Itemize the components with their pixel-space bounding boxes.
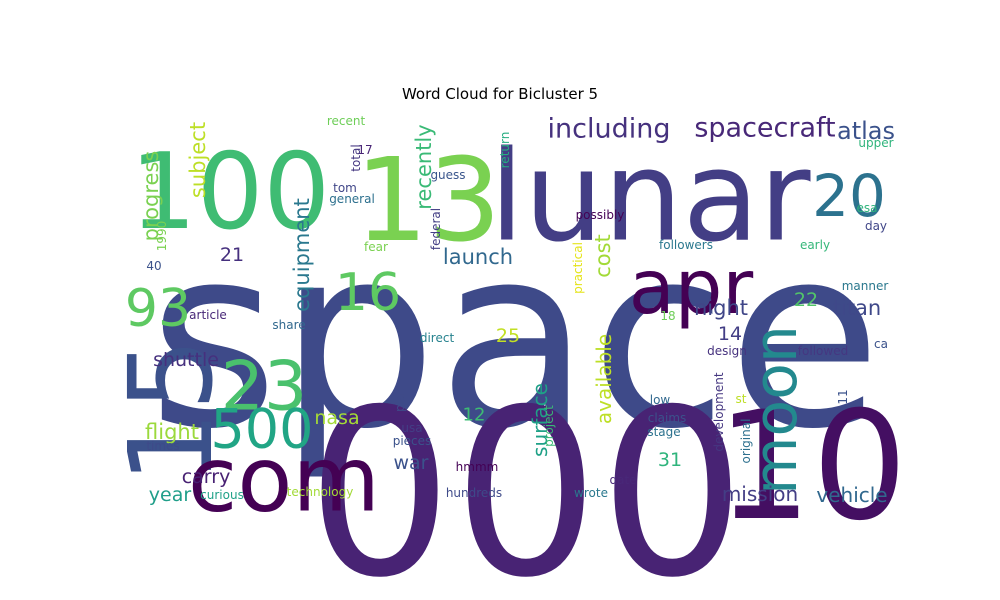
word-14: 14 <box>718 323 742 345</box>
word-surface: surface <box>528 383 552 457</box>
word-launch: launch <box>443 245 513 269</box>
word-tom: tom <box>333 181 357 195</box>
word-federal: federal <box>429 208 443 250</box>
word-technology: technology <box>287 485 354 499</box>
word-23: 23 <box>221 348 308 427</box>
word-hmmm: hmmm <box>456 460 499 474</box>
word-000: 000 <box>307 362 746 600</box>
word-fear: fear <box>364 240 388 254</box>
word-1990: 1990 <box>155 221 169 252</box>
word-spacecraft: spacecraft <box>694 113 835 144</box>
word-17: 17 <box>357 143 372 157</box>
word-st: st <box>736 392 747 406</box>
word-moon: moon <box>741 325 811 495</box>
word-times: times <box>146 439 179 453</box>
word-upper: upper <box>858 136 893 150</box>
word-esa: esa <box>857 201 878 215</box>
word-equipment: equipment <box>290 198 314 312</box>
word-20: 20 <box>812 162 886 230</box>
word-stage: stage <box>647 425 680 439</box>
word-development: development <box>712 372 726 451</box>
word-vehicle: vehicle <box>816 483 887 507</box>
word-manner: manner <box>842 279 889 293</box>
word-recent: recent <box>327 114 366 128</box>
chart-title: Word Cloud for Bicluster 5 <box>401 85 599 103</box>
word-subject: subject <box>186 122 210 198</box>
word-500: 500 <box>210 398 313 461</box>
word-return: return <box>498 132 512 169</box>
word-10: 10 <box>717 380 908 554</box>
word-plan: plan <box>393 386 407 412</box>
word-shuttle: shuttle <box>153 349 219 371</box>
word-15: 15 <box>105 338 239 484</box>
word-date: date <box>609 473 636 487</box>
word-day: day <box>865 219 887 233</box>
word-flight: flight <box>145 420 199 444</box>
word-claims: claims <box>648 411 687 425</box>
word-nasa: nasa <box>314 407 359 429</box>
word-wrote: wrote <box>574 486 608 500</box>
word-93: 93 <box>125 279 191 339</box>
word-practical: practical <box>571 242 585 294</box>
word-apr: apr <box>629 243 754 331</box>
word-possibly: possibly <box>576 208 625 222</box>
word-carry: carry <box>182 466 231 488</box>
word-16: 16 <box>335 263 401 323</box>
word-project: project <box>542 405 556 447</box>
word-12: 12 <box>463 405 486 426</box>
word-followed: followed <box>798 344 848 358</box>
word-usa: usa <box>401 421 422 435</box>
word-atlas: atlas <box>837 117 895 145</box>
word-com: com <box>188 428 380 533</box>
word-early: early <box>800 238 830 252</box>
word-low: low <box>650 393 671 407</box>
word-original: original <box>739 419 753 464</box>
word-including: including <box>548 114 671 145</box>
word-recently: recently <box>412 124 436 209</box>
word-13: 13 <box>355 134 501 268</box>
word-night: night <box>694 296 748 320</box>
word-100: 100 <box>130 131 330 253</box>
word-year: year <box>149 484 192 506</box>
word-guess: guess <box>430 168 465 182</box>
word-25: 25 <box>496 325 520 347</box>
word-direct: direct <box>420 331 455 345</box>
word-followers: followers <box>659 238 713 252</box>
word-11: 11 <box>836 389 850 404</box>
word-general: general <box>329 192 375 206</box>
word-21: 21 <box>220 244 244 266</box>
word-space: space <box>148 193 881 484</box>
word-curious: curious <box>200 488 244 502</box>
word-article: article <box>189 308 227 322</box>
word-40: 40 <box>146 259 161 273</box>
word-titan: titan <box>833 296 881 320</box>
word-design: design <box>707 344 747 358</box>
word-lunar: lunar <box>489 125 811 270</box>
word-mission: mission <box>722 482 798 506</box>
word-hundreds: hundreds <box>446 486 502 500</box>
word-31: 31 <box>658 449 682 471</box>
word-cost: cost <box>591 234 615 278</box>
word-war: war <box>394 452 429 474</box>
word-pieces: pieces <box>393 434 432 448</box>
word-progress: progress <box>139 151 163 242</box>
word-18: 18 <box>660 309 675 323</box>
word-total: total <box>349 144 363 171</box>
word-ca: ca <box>874 337 888 351</box>
word-22: 22 <box>794 289 818 311</box>
word-share: share <box>272 318 305 332</box>
word-available: available <box>592 334 616 424</box>
